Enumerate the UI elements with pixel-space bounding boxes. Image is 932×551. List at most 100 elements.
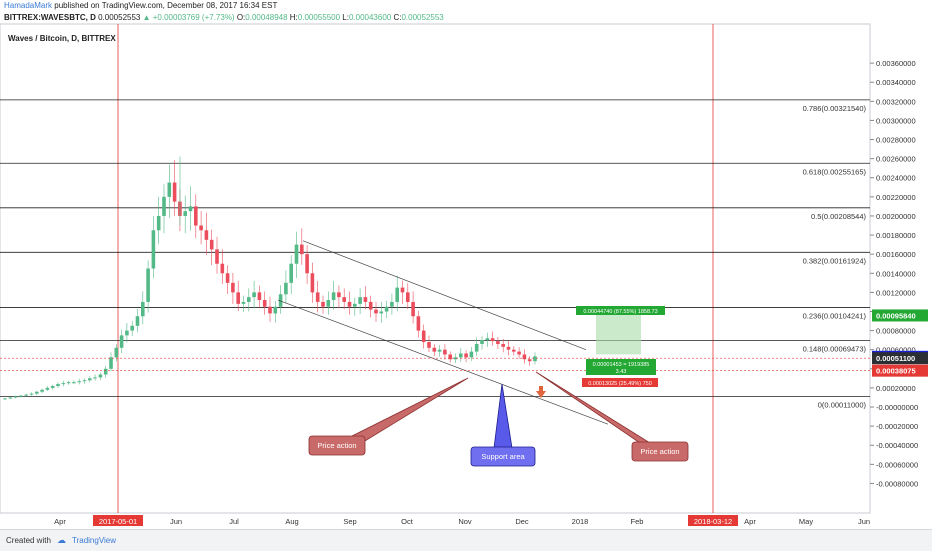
candle-body	[167, 182, 172, 197]
x-tick-label: Feb	[631, 517, 644, 526]
symbol: BITTREX:WAVESBTC, D	[4, 13, 96, 22]
candle-body	[61, 383, 66, 385]
candle-body	[501, 343, 505, 347]
close-value: 0.00052553	[401, 13, 444, 22]
x-ticks: Apr 2017-05-01 Jun Jul Aug Sep Oct Nov Dec 2018 Fe…	[54, 515, 870, 526]
fib-label: 0.236(0.00104241)	[803, 311, 867, 320]
candle-body	[125, 330, 129, 336]
candle-body	[379, 311, 384, 314]
candle-body	[109, 357, 113, 369]
open-label: O:	[236, 13, 246, 22]
candle-body	[220, 263, 225, 274]
fib-label: 0.382(0.00161924)	[803, 256, 867, 265]
candle-body	[114, 347, 119, 358]
candle-body	[50, 386, 55, 388]
candle-body	[522, 354, 527, 360]
candle-body	[252, 292, 256, 298]
x-tick-label: Oct	[401, 517, 414, 526]
y-tick-label: -0.00060000	[876, 460, 918, 469]
y-tick-label: 0.00080000	[876, 327, 916, 336]
y-tick-label: 0.00320000	[876, 97, 916, 106]
x-tick-label: May	[799, 517, 813, 526]
candle-body	[8, 397, 13, 399]
candle-body	[358, 297, 362, 304]
candle-body	[19, 395, 23, 397]
callout-2-box	[470, 446, 536, 467]
y-tick-label: 0.00140000	[876, 269, 916, 278]
candle-body	[146, 268, 150, 302]
candle-body	[93, 377, 97, 379]
candle-body	[289, 263, 293, 283]
candle-body	[464, 353, 468, 358]
candle-body	[427, 342, 431, 348]
candle-body	[395, 287, 399, 302]
candle-body	[199, 225, 203, 231]
price-tag-bg	[872, 309, 928, 322]
price-tag-label: 0.00038075	[876, 367, 916, 376]
candle-body	[35, 391, 39, 394]
x-tick-box	[688, 515, 738, 526]
candle-body	[273, 306, 278, 314]
candle-body	[236, 292, 240, 304]
x-tick-label: 2017-05-01	[99, 517, 137, 526]
candle-body	[294, 244, 299, 264]
candle-body	[98, 374, 103, 378]
candle-body	[156, 215, 161, 231]
candle-body	[183, 211, 187, 216]
y-tick-label: 0.00340000	[876, 78, 916, 87]
price-chart[interactable]: Waves / Bitcoin, D, BITTREX 0.786(0.0032…	[0, 0, 932, 529]
y-tick-label: 0.00240000	[876, 174, 916, 183]
y-ticks: 0.00360000 0.00340000 0.00320000 0.00300000…	[870, 59, 918, 488]
close-label: C:	[393, 13, 402, 22]
candle-body	[56, 384, 60, 387]
x-tick-label: Dec	[515, 517, 529, 526]
x-tick-label: Nov	[458, 517, 472, 526]
created-with: Created with	[6, 536, 51, 545]
tradingview-brand[interactable]: TradingView	[72, 536, 117, 545]
candle-body	[66, 382, 71, 384]
candle-body	[517, 351, 521, 355]
callout-3-box	[631, 441, 689, 462]
candle-body	[411, 301, 415, 317]
candle-body	[527, 359, 532, 362]
down-arrow-stem	[539, 386, 543, 392]
candle-body	[209, 239, 214, 250]
publish-line: HamadaMark published on TradingView.com,…	[4, 1, 277, 10]
y-tick-label: 0.00300000	[876, 116, 916, 125]
callout-2-text: Support area	[481, 452, 525, 461]
callout-1-text: Price action	[317, 441, 356, 450]
candle-body	[3, 398, 7, 400]
x-tick-label: Sep	[343, 517, 356, 526]
candle-body	[225, 273, 230, 283]
candle-body	[421, 330, 426, 343]
plot-area	[0, 23, 871, 514]
candle-body	[432, 347, 437, 352]
candle-body	[29, 393, 34, 395]
target-label: 0.00044740 (87.55%) 1858.73	[583, 309, 657, 315]
candle-body	[506, 346, 511, 350]
candle-body	[194, 206, 198, 226]
candle-body	[278, 294, 283, 307]
footer: Created with ☁ TradingView	[0, 529, 932, 551]
price-tag-bg	[872, 352, 928, 365]
x-tick-label: 2018	[572, 517, 589, 526]
candle-body	[400, 287, 405, 293]
x-tick-label: Apr	[744, 517, 756, 526]
y-tick-label: -0.00000000	[876, 403, 918, 412]
y-tick-label: 0.00120000	[876, 288, 916, 297]
x-tick-label: Aug	[285, 517, 298, 526]
candle-body	[347, 301, 352, 307]
candle-body	[130, 325, 134, 331]
fib-label: 0.148(0.00069473)	[803, 345, 867, 354]
author-link[interactable]: HamadaMark	[4, 1, 53, 10]
candle-body	[247, 297, 251, 302]
candle-body	[453, 357, 458, 360]
x-tick-box	[93, 515, 143, 526]
high-label: H:	[289, 13, 298, 22]
candle-body	[363, 297, 368, 302]
price-axis[interactable]	[870, 24, 932, 513]
candle-body	[24, 394, 28, 396]
open-value: 0.00048948	[245, 13, 288, 22]
candle-body	[496, 341, 500, 344]
